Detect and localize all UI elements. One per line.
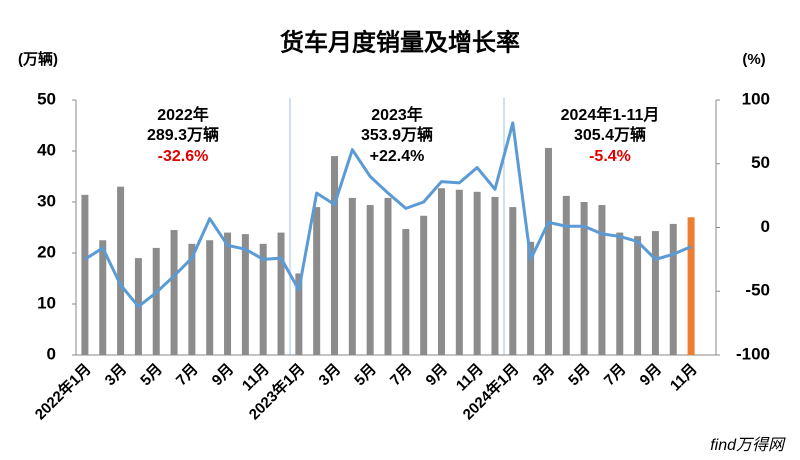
bar xyxy=(259,243,267,355)
annotation-total: 353.9万辆 xyxy=(361,125,433,144)
y-tick-label: 0 xyxy=(47,344,56,363)
bar xyxy=(491,196,499,355)
bar xyxy=(224,232,232,355)
annotation-total: 305.4万辆 xyxy=(574,125,646,144)
annotation-total: 289.3万辆 xyxy=(147,125,219,144)
annotation-year: 2024年1-11月 xyxy=(561,105,660,124)
y2-axis-unit: (%) xyxy=(742,51,765,68)
bar xyxy=(420,215,428,355)
annotation-change: -5.4% xyxy=(589,148,631,165)
bar xyxy=(152,247,160,355)
bar xyxy=(669,223,677,355)
bar xyxy=(687,217,695,355)
bar xyxy=(277,232,285,355)
bar xyxy=(366,205,374,355)
bar xyxy=(580,202,588,355)
bar xyxy=(206,240,214,355)
annotation-change: -32.6% xyxy=(158,148,209,165)
bar xyxy=(651,231,659,355)
bar xyxy=(437,188,445,355)
y-tick-label: 30 xyxy=(37,191,56,210)
bar xyxy=(598,205,606,355)
bar xyxy=(509,207,517,355)
logo: find万得网 xyxy=(710,436,786,454)
bar xyxy=(117,186,125,355)
bar xyxy=(544,147,552,355)
bar xyxy=(313,207,321,355)
bar xyxy=(170,230,178,355)
y-tick-label: 10 xyxy=(37,293,56,312)
bar xyxy=(527,241,535,355)
bar xyxy=(331,156,339,355)
bar xyxy=(99,240,107,355)
annotation-year: 2023年 xyxy=(371,105,423,124)
y2-tick-label: -100 xyxy=(736,344,770,363)
y-tick-label: 50 xyxy=(37,89,56,108)
bar xyxy=(562,195,570,355)
y2-tick-label: 0 xyxy=(761,217,770,236)
bar xyxy=(348,197,356,355)
y-tick-label: 40 xyxy=(37,140,56,159)
y2-tick-label: 100 xyxy=(742,89,770,108)
bar xyxy=(188,243,196,355)
bar xyxy=(616,232,624,355)
bar xyxy=(402,229,410,355)
bar xyxy=(81,194,89,355)
bar xyxy=(473,191,481,355)
annotation-year: 2022年 xyxy=(157,105,209,124)
annotation-change: +22.4% xyxy=(370,148,425,165)
y-tick-label: 20 xyxy=(37,242,56,261)
chart-title: 货车月度销量及增长率 xyxy=(280,28,520,56)
bar xyxy=(384,197,392,355)
y2-tick-label: 50 xyxy=(751,153,770,172)
y-axis-unit: (万辆) xyxy=(18,50,58,68)
growth-line xyxy=(84,121,692,309)
bar xyxy=(455,189,463,355)
bar xyxy=(295,273,303,355)
bar xyxy=(634,236,642,355)
y2-tick-label: -50 xyxy=(745,281,770,300)
bar xyxy=(241,234,249,355)
